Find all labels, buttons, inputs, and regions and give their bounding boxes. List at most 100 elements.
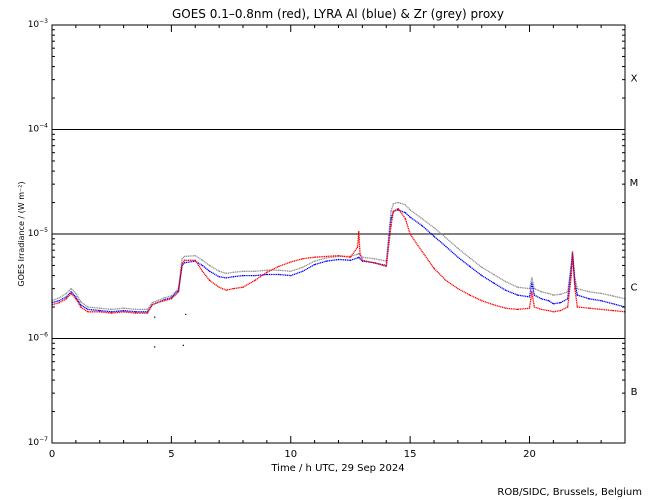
data-point [232,288,235,290]
data-point [225,289,227,291]
y-tick-label: 10−4 [28,123,48,135]
data-point [574,288,576,290]
data-point [266,271,268,273]
data-point [612,295,614,297]
series-0 [51,207,626,314]
stray-point [182,344,185,347]
data-point [469,265,471,267]
data-point [156,300,158,302]
data-point [314,263,316,266]
data-point [99,311,101,313]
data-point [170,298,172,300]
data-point [409,209,411,211]
x-tick-label: 5 [168,449,174,460]
x-axis-label: Time / h UTC, 29 Sep 2024 [270,463,404,474]
x-axis-ticks: 0 5 10 15 20 [49,25,626,460]
data-point [576,288,578,290]
data-point [505,307,507,309]
data-point [87,308,89,310]
x-tick-label: 20 [523,449,536,460]
data-point [600,308,602,310]
data-point [99,309,101,312]
data-point [531,282,533,284]
data-point [58,300,60,302]
data-point [404,212,406,214]
data-point [278,265,280,267]
data-point [457,247,459,249]
data-point [445,237,447,239]
data-point [552,303,554,305]
data-point [181,263,183,265]
data-point [421,225,423,227]
class-label: C [631,282,638,293]
data-point [397,208,399,210]
data-point [65,292,67,295]
data-point [194,259,196,261]
data-point [146,312,149,314]
data-point [163,300,165,302]
data-point [349,259,352,261]
y-tick-label: 10−7 [28,436,48,448]
data-point [469,294,471,296]
data-point [123,307,125,309]
data-point [576,294,578,296]
data-point [358,256,360,258]
data-point [87,306,89,308]
data-point [612,309,614,312]
data-point [290,270,292,272]
data-point [242,286,244,288]
data-point [201,264,204,267]
data-point [278,273,280,276]
data-point [359,258,361,260]
x-tick-label: 15 [404,449,417,460]
data-point [75,296,77,298]
data-point [208,270,211,272]
data-point [493,282,495,284]
data-point [404,218,406,220]
data-point [208,279,211,281]
y-axis-label: GOES Irradiance / (W m⁻²) [17,181,26,286]
x-tick-label: 10 [284,449,297,460]
data-point [457,288,459,290]
data-point [567,306,569,308]
data-point [559,309,562,312]
data-point [266,269,268,271]
data-point [361,259,363,261]
data-point [65,296,67,298]
data-point [445,245,447,248]
data-point [548,309,550,312]
data-point [70,291,72,293]
x-tick-label: 0 [49,449,55,460]
series-line [51,201,626,311]
data-point [612,303,614,305]
data-point [111,311,113,313]
data-point [134,312,137,314]
data-point [194,255,196,257]
data-point [290,274,292,277]
credit-text: ROB/SIDC, Brussels, Belgium [497,487,642,498]
data-point [357,246,359,248]
data-point [232,276,235,278]
data-point [357,257,359,259]
data-point [337,258,340,261]
y-axis-ticks: 10−3 10−4 10−5 10−6 10−7 [28,18,625,448]
stray-point [153,316,156,318]
data-point [58,297,60,299]
stray-points [153,313,187,348]
y-tick-label: 10−6 [28,332,48,344]
data-point [588,298,590,300]
data-point [359,252,361,255]
data-point [58,302,60,304]
data-point [163,297,165,299]
data-point [290,261,292,263]
data-point [392,210,395,212]
data-point [325,255,328,258]
data-point [70,288,72,290]
data-point [548,300,550,302]
data-point [570,274,572,277]
series-1 [51,209,626,313]
data-point [134,311,137,313]
data-point [111,312,113,314]
data-point [65,298,67,300]
